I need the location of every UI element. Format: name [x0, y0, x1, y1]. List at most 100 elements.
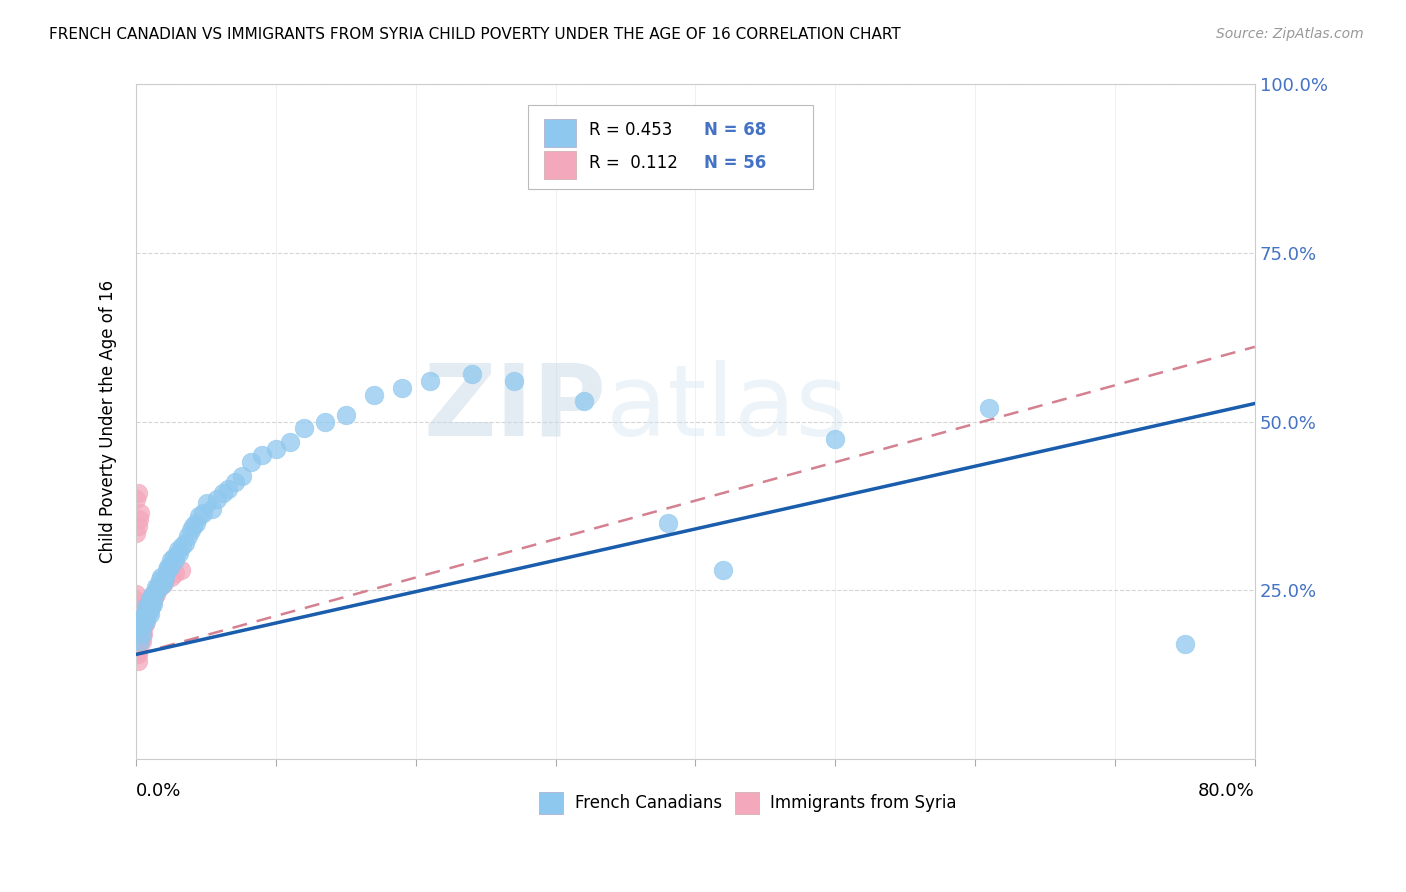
Point — [127, 485, 149, 500]
Point — [143, 590, 166, 604]
Point — [127, 603, 149, 617]
Text: R = 0.453: R = 0.453 — [589, 120, 672, 138]
Text: N = 56: N = 56 — [704, 154, 766, 172]
Y-axis label: Child Poverty Under the Age of 16: Child Poverty Under the Age of 16 — [100, 280, 117, 563]
Point — [657, 516, 679, 530]
Point — [125, 620, 148, 634]
Bar — [544, 119, 576, 147]
Point — [419, 374, 441, 388]
Point — [129, 506, 152, 520]
Point — [125, 640, 148, 655]
Point — [139, 600, 162, 615]
Point — [125, 633, 148, 648]
Point — [163, 549, 186, 564]
Point — [127, 637, 149, 651]
Point — [174, 536, 197, 550]
Point — [165, 553, 187, 567]
Point — [128, 633, 150, 648]
Point — [153, 573, 176, 587]
Point — [129, 614, 152, 628]
Point — [165, 566, 187, 581]
Point — [157, 559, 180, 574]
Point — [125, 593, 148, 607]
Point — [127, 644, 149, 658]
Point — [335, 408, 357, 422]
Text: atlas: atlas — [606, 359, 848, 457]
Point — [160, 570, 183, 584]
Point — [131, 627, 153, 641]
Point — [292, 421, 315, 435]
Point — [127, 624, 149, 638]
Point — [129, 620, 152, 634]
Point — [188, 509, 211, 524]
Point — [160, 553, 183, 567]
Point — [502, 374, 524, 388]
Point — [127, 519, 149, 533]
Point — [128, 512, 150, 526]
Point — [129, 627, 152, 641]
Point — [172, 540, 194, 554]
Point — [127, 597, 149, 611]
Point — [125, 492, 148, 507]
Text: 80.0%: 80.0% — [1198, 782, 1256, 800]
Point — [264, 442, 287, 456]
Point — [136, 603, 159, 617]
Point — [152, 576, 174, 591]
Point — [141, 597, 163, 611]
Point — [167, 542, 190, 557]
Point — [127, 654, 149, 668]
Point — [148, 580, 170, 594]
Point — [231, 468, 253, 483]
Point — [131, 620, 153, 634]
Point — [134, 617, 156, 632]
Point — [135, 610, 157, 624]
Point — [155, 570, 177, 584]
Point — [127, 631, 149, 645]
Point — [169, 546, 191, 560]
Point — [1174, 637, 1197, 651]
Point — [205, 492, 228, 507]
Point — [250, 449, 273, 463]
Point — [143, 590, 166, 604]
Point — [141, 590, 163, 604]
Bar — [538, 792, 564, 814]
Point — [461, 368, 484, 382]
Point — [824, 432, 846, 446]
Point — [713, 563, 735, 577]
Point — [131, 627, 153, 641]
Text: French Canadians: French Canadians — [575, 794, 721, 812]
Point — [132, 617, 155, 632]
Point — [128, 627, 150, 641]
Point — [149, 580, 172, 594]
Point — [128, 620, 150, 634]
Point — [136, 607, 159, 621]
Point — [146, 583, 169, 598]
Point — [145, 587, 167, 601]
Text: R =  0.112: R = 0.112 — [589, 154, 678, 172]
Point — [128, 614, 150, 628]
Point — [155, 573, 177, 587]
Point — [125, 614, 148, 628]
Point — [141, 600, 163, 615]
Text: Source: ZipAtlas.com: Source: ZipAtlas.com — [1216, 27, 1364, 41]
Point — [132, 620, 155, 634]
Point — [156, 563, 179, 577]
Text: 0.0%: 0.0% — [136, 782, 181, 800]
Bar — [735, 792, 759, 814]
Point — [146, 583, 169, 598]
Point — [125, 600, 148, 615]
Point — [180, 523, 202, 537]
Point — [125, 607, 148, 621]
Point — [186, 516, 208, 530]
Point — [278, 434, 301, 449]
Point — [224, 475, 246, 490]
Point — [132, 627, 155, 641]
Point — [197, 495, 219, 509]
Point — [979, 401, 1001, 416]
Point — [201, 502, 224, 516]
Point — [135, 614, 157, 628]
Point — [125, 648, 148, 662]
Text: N = 68: N = 68 — [704, 120, 766, 138]
Point — [142, 593, 165, 607]
Point — [239, 455, 262, 469]
